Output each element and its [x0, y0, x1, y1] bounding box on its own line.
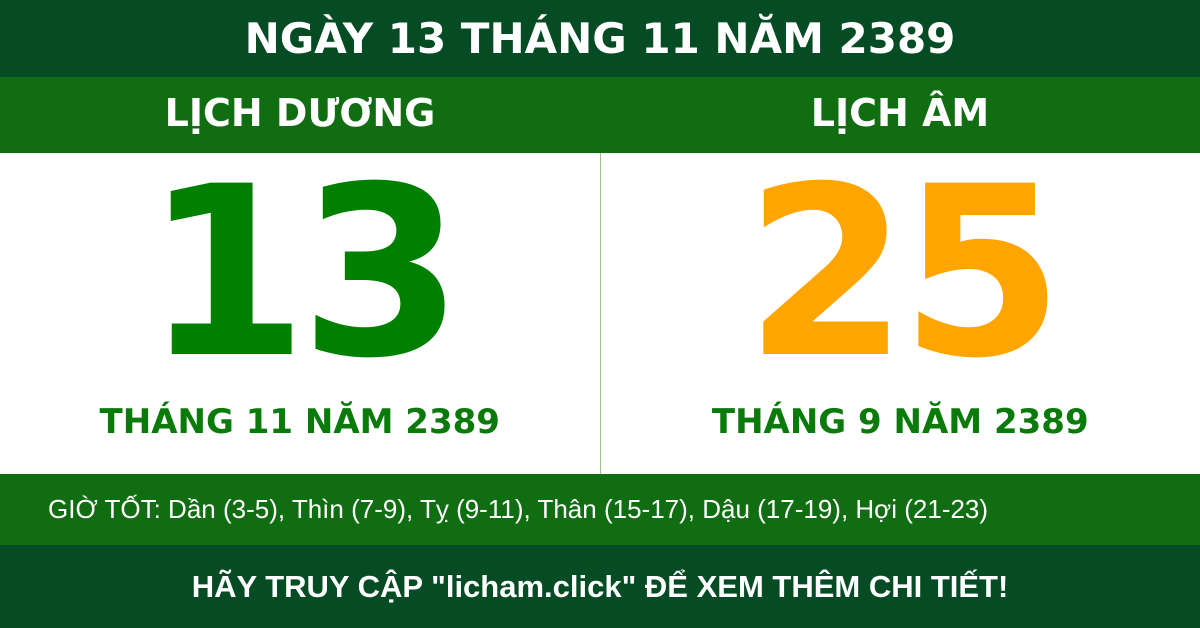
lunar-month-year: THÁNG 9 NĂM 2389: [711, 402, 1089, 442]
good-hours: GIỜ TỐT: Dần (3-5), Thìn (7-9), Tỵ (9-11…: [0, 474, 1200, 545]
solar-column: 13 THÁNG 11 NĂM 2389: [0, 153, 601, 474]
calendar-header: LỊCH DƯƠNG LỊCH ÂM: [0, 77, 1200, 153]
lunar-day: 25: [744, 137, 1064, 410]
page-title: NGÀY 13 THÁNG 11 NĂM 2389: [0, 0, 1200, 77]
calendar-body: 13 THÁNG 11 NĂM 2389 25 THÁNG 9 NĂM 2389: [0, 153, 1200, 474]
solar-month-year: THÁNG 11 NĂM 2389: [99, 402, 500, 442]
solar-day: 13: [144, 137, 463, 410]
footer-cta: HÃY TRUY CẬP "licham.click" ĐỂ XEM THÊM …: [0, 545, 1200, 628]
lunar-column: 25 THÁNG 9 NĂM 2389: [601, 153, 1200, 474]
lunar-label: LỊCH ÂM: [810, 91, 990, 135]
solar-label: LỊCH DƯƠNG: [164, 91, 436, 135]
